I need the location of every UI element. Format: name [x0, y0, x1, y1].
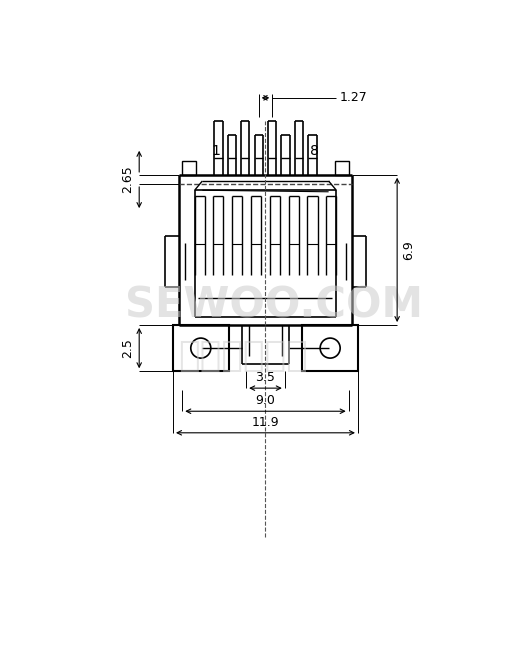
Bar — [182, 161, 196, 175]
Text: 11.9: 11.9 — [252, 416, 279, 429]
Bar — [303, 325, 358, 371]
Text: 2.65: 2.65 — [121, 166, 134, 193]
Text: 1: 1 — [212, 144, 221, 158]
Text: 8: 8 — [310, 144, 319, 158]
Text: 2.5: 2.5 — [121, 338, 134, 358]
Bar — [173, 325, 228, 371]
Text: 6.9: 6.9 — [402, 240, 415, 260]
Text: 世强工具电路: 世强工具电路 — [178, 339, 308, 373]
Bar — [335, 161, 349, 175]
Text: 1.27: 1.27 — [339, 91, 367, 104]
Text: 9.0: 9.0 — [255, 394, 276, 407]
Text: SEWOO.COM: SEWOO.COM — [125, 285, 423, 327]
Text: 3.5: 3.5 — [255, 371, 276, 384]
